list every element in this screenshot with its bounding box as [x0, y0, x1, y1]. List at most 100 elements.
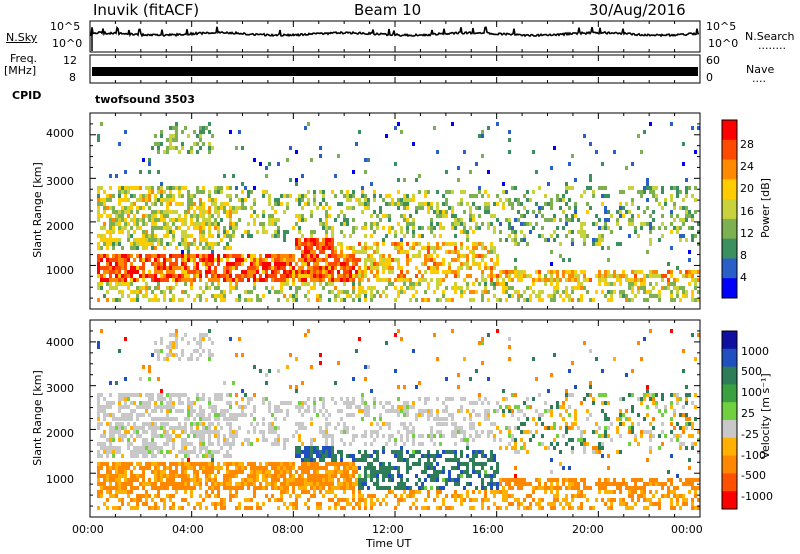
power-cell: [193, 270, 196, 274]
power-cell: [157, 142, 160, 146]
velocity-cell: [319, 353, 322, 357]
power-cell: [148, 270, 151, 274]
velocity-cell: [406, 401, 409, 405]
velocity-cell: [271, 466, 274, 470]
velocity-cell: [307, 466, 310, 470]
power-cell: [574, 202, 577, 206]
velocity-cell: [442, 502, 445, 506]
velocity-cell: [319, 506, 322, 510]
velocity-cell: [568, 393, 571, 397]
power-cell: [256, 258, 259, 262]
velocity-cell: [115, 381, 118, 385]
power-cell: [298, 270, 301, 274]
power-cell: [562, 290, 565, 294]
power-cell: [127, 222, 130, 226]
velocity-cell: [121, 470, 124, 474]
velocity-cell: [364, 365, 367, 369]
power-cell: [502, 282, 505, 286]
power-cell: [352, 266, 355, 270]
power-cell: [328, 214, 331, 218]
velocity-cell: [406, 430, 409, 434]
power-cell: [454, 214, 457, 218]
velocity-cell: [514, 426, 517, 430]
power-cell: [118, 226, 121, 230]
power-cell: [247, 234, 250, 238]
velocity-cell: [352, 470, 355, 474]
power-cell: [301, 242, 304, 246]
power-cell: [676, 194, 679, 198]
power-cell: [181, 186, 184, 190]
velocity-cell: [169, 426, 172, 430]
power-cell: [469, 170, 472, 174]
power-cell: [436, 206, 439, 210]
velocity-cell: [199, 486, 202, 490]
velocity-cell: [538, 506, 541, 510]
velocity-cell: [163, 357, 166, 361]
velocity-cell: [142, 413, 145, 417]
velocity-cell: [127, 422, 130, 426]
power-cell: [223, 294, 226, 298]
velocity-cell: [187, 466, 190, 470]
power-cell: [298, 198, 301, 202]
power-cell: [481, 254, 484, 258]
velocity-cell: [103, 462, 106, 466]
velocity-cell: [337, 482, 340, 486]
power-cell: [220, 206, 223, 210]
velocity-cell: [436, 470, 439, 474]
power-cell: [106, 246, 109, 250]
velocity-cell: [295, 506, 298, 510]
velocity-cell: [259, 369, 262, 373]
velocity-cell: [223, 482, 226, 486]
power-cell: [163, 218, 166, 222]
velocity-cell: [526, 506, 529, 510]
power-cell: [298, 278, 301, 282]
power-cell: [478, 282, 481, 286]
velocity-cell: [328, 498, 331, 502]
power-cell: [469, 274, 472, 278]
velocity-cell: [175, 353, 178, 357]
power-cell: [163, 234, 166, 238]
velocity-cell: [322, 450, 325, 454]
velocity-cell: [169, 438, 172, 442]
velocity-cell: [160, 417, 163, 421]
power-cell: [403, 202, 406, 206]
velocity-cell: [265, 470, 268, 474]
velocity-cell: [391, 466, 394, 470]
velocity-cell: [133, 478, 136, 482]
velocity-cell: [286, 466, 289, 470]
velocity-cell: [193, 422, 196, 426]
power-cell: [628, 234, 631, 238]
velocity-cell: [532, 498, 535, 502]
power-cell: [451, 122, 454, 126]
power-cell: [142, 222, 145, 226]
power-cell: [583, 238, 586, 242]
velocity-cell: [250, 462, 253, 466]
power-cell: [232, 210, 235, 214]
velocity-cell: [145, 401, 148, 405]
power-cell: [343, 222, 346, 226]
velocity-cell: [154, 349, 157, 353]
power-cell: [502, 290, 505, 294]
power-cell: [334, 258, 337, 262]
power-cell: [223, 266, 226, 270]
power-cell: [112, 298, 115, 302]
power-cell: [601, 234, 604, 238]
velocity-cell: [469, 417, 472, 421]
velocity-cell: [247, 438, 250, 442]
power-cell: [451, 298, 454, 302]
velocity-cell: [397, 482, 400, 486]
power-cell: [97, 218, 100, 222]
power-cell: [481, 274, 484, 278]
power-cell: [253, 278, 256, 282]
power-cell: [583, 234, 586, 238]
velocity-cell: [538, 482, 541, 486]
power-cell: [172, 254, 175, 258]
power-cell: [184, 218, 187, 222]
power-cell: [346, 190, 349, 194]
power-cell: [157, 254, 160, 258]
power-cell: [121, 258, 124, 262]
power-cell: [100, 286, 103, 290]
power-cell: [364, 242, 367, 246]
velocity-cell: [217, 494, 220, 498]
power-cell: [142, 194, 145, 198]
